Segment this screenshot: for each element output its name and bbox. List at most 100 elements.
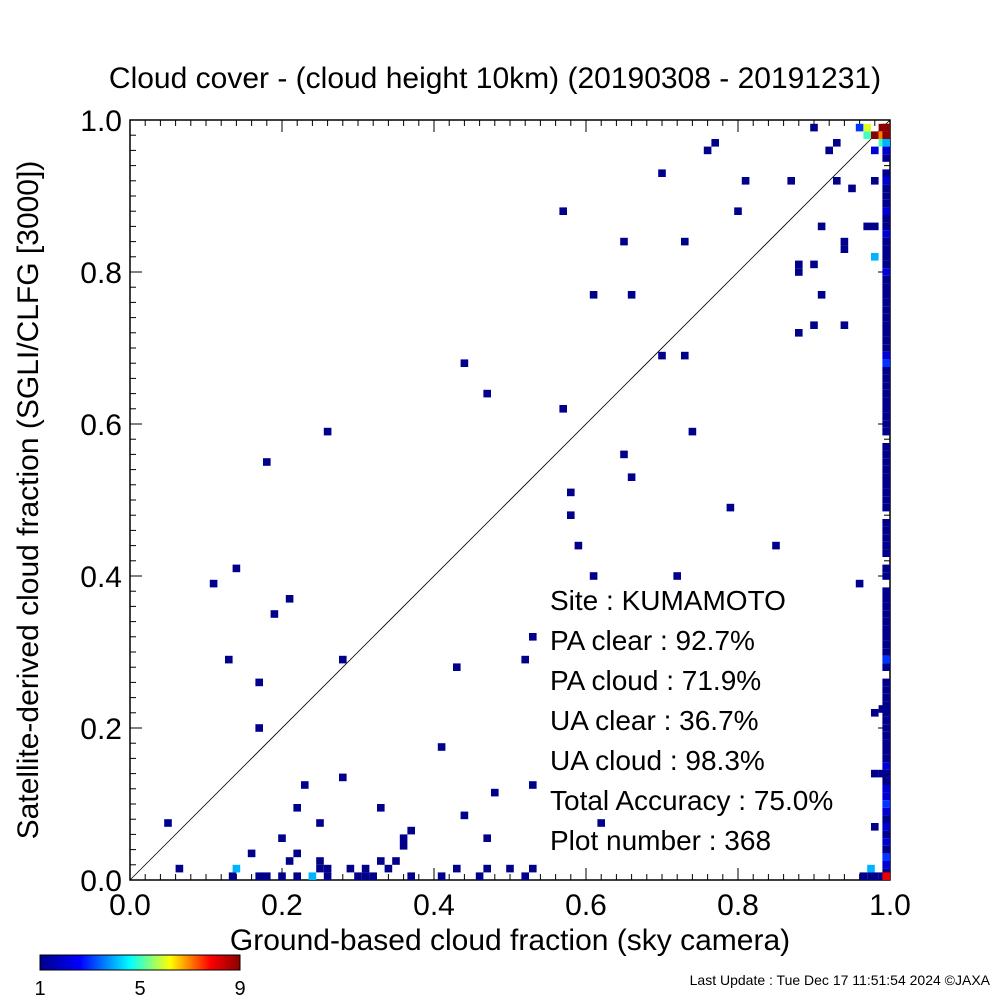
heatmap-cell: [882, 872, 890, 880]
heatmap-cell: [882, 496, 890, 504]
heatmap-cell: [255, 678, 263, 687]
y-tick-label: 0.2: [80, 713, 122, 746]
heatmap-cell: [882, 655, 890, 664]
heatmap-cell: [399, 842, 408, 850]
heatmap-cell: [270, 610, 279, 618]
heatmap-cell: [882, 260, 890, 269]
heatmap-cell: [658, 169, 666, 177]
stats-line: PA clear : 92.7%: [550, 625, 755, 656]
heatmap-cell: [882, 473, 890, 481]
heatmap-cell: [882, 298, 890, 307]
heatmap-cell: [882, 222, 890, 231]
y-tick-label: 0.8: [80, 257, 122, 290]
heatmap-cell: [863, 131, 871, 139]
heatmap-cell: [882, 374, 890, 383]
heatmap-cell: [882, 731, 890, 740]
heatmap-cell: [882, 815, 890, 823]
heatmap-cell: [882, 329, 890, 337]
heatmap-cell: [855, 579, 864, 588]
heatmap-cell: [460, 811, 469, 820]
heatmap-cell: [384, 864, 393, 873]
heatmap-cell: [882, 245, 890, 253]
heatmap-cell: [833, 139, 841, 147]
heatmap-cell: [882, 534, 890, 542]
heatmap-cell: [859, 872, 868, 880]
heatmap-cell: [529, 864, 537, 873]
heatmap-cell: [882, 724, 890, 732]
heatmap-cell: [882, 488, 890, 497]
heatmap-cell: [316, 857, 324, 865]
heatmap-cell: [882, 633, 890, 641]
heatmap-cell: [882, 830, 890, 839]
heatmap-cell: [589, 291, 598, 299]
heatmap-cell: [882, 792, 890, 801]
heatmap-cell: [882, 313, 890, 322]
heatmap-cell: [795, 268, 803, 276]
heatmap-cell: [483, 834, 491, 842]
heatmap-cell: [878, 769, 887, 778]
y-tick-label: 0.6: [80, 409, 122, 442]
heatmap-cell: [339, 773, 347, 782]
heatmap-cell: [323, 427, 332, 436]
colorbar-tick-label: 1: [34, 978, 45, 1000]
x-tick-label: 0.8: [717, 889, 759, 922]
heatmap-cell: [589, 572, 598, 580]
colorbar-gradient: [39, 954, 241, 971]
heatmap-cell: [882, 146, 890, 155]
heatmap-cell: [491, 788, 499, 797]
last-update: Last Update : Tue Dec 17 11:51:54 2024 ©…: [690, 972, 991, 988]
heatmap-cell: [559, 405, 567, 413]
stats-line: Plot number : 368: [550, 825, 771, 856]
heatmap-cell: [882, 207, 890, 215]
heatmap-cell: [293, 872, 301, 880]
heatmap-cell: [673, 572, 681, 580]
heatmap-cell: [882, 777, 890, 785]
heatmap-cell: [882, 230, 890, 238]
x-tick-label: 0.4: [413, 889, 455, 922]
heatmap-cell: [882, 861, 890, 869]
heatmap-cell: [882, 481, 890, 489]
x-axis-label: Ground-based cloud fraction (sky camera): [230, 924, 790, 957]
heatmap-cell: [795, 260, 803, 269]
heatmap-cell: [882, 519, 890, 527]
heatmap-cell: [882, 283, 890, 291]
heatmap-cell: [475, 872, 484, 880]
heatmap-cell: [882, 663, 890, 671]
stats-line: Site : KUMAMOTO: [550, 585, 786, 616]
heatmap-cell: [882, 648, 890, 656]
heatmap-cell: [882, 853, 890, 861]
heatmap-cell: [437, 743, 446, 751]
colorbar-tick-label: 9: [234, 978, 245, 1000]
heatmap-cell: [506, 864, 514, 873]
heatmap-cell: [285, 857, 294, 865]
heatmap-cell: [620, 450, 628, 459]
heatmap-cell: [483, 389, 491, 398]
heatmap-cell: [882, 807, 890, 816]
heatmap-cell: [810, 321, 818, 329]
heatmap-cell: [882, 716, 890, 725]
heatmap-cell: [323, 864, 332, 873]
heatmap-cell: [882, 291, 890, 299]
heatmap-cell: [882, 154, 890, 162]
heatmap-cell: [882, 617, 890, 626]
heatmap-cell: [772, 541, 780, 550]
heatmap-cell: [278, 872, 286, 880]
heatmap-cell: [293, 849, 301, 858]
heatmap-cell: [301, 781, 309, 789]
heatmap-cell: [855, 123, 864, 132]
heatmap-cell: [688, 427, 697, 436]
heatmap-cell: [437, 872, 446, 880]
heatmap-cell: [483, 864, 491, 873]
heatmap-cell: [871, 222, 879, 231]
y-tick-labels: 0.0 0.2 0.4 0.6 0.8 1.0: [80, 105, 122, 898]
heatmap-cell: [293, 804, 301, 812]
heatmap-cell: [559, 207, 567, 215]
heatmap-cell: [882, 450, 890, 459]
heatmap-cell: [597, 819, 605, 827]
heatmap-cell: [882, 602, 890, 611]
heatmap-cell: [878, 123, 887, 132]
heatmap-cell: [453, 663, 461, 671]
heatmap-cell: [574, 541, 583, 550]
heatmap-cells: [164, 123, 890, 880]
